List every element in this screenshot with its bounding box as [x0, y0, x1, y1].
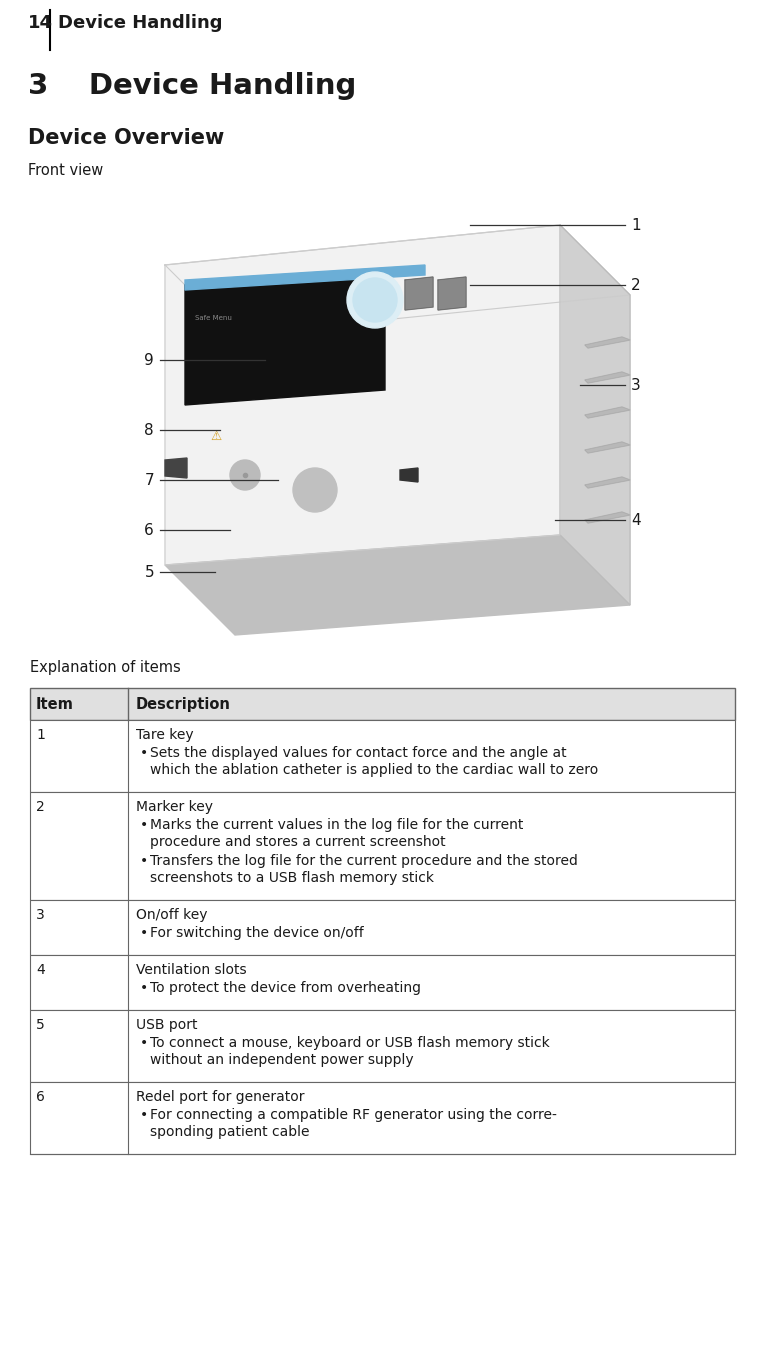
Polygon shape — [165, 458, 187, 478]
Text: For connecting a compatible RF generator using the corre-: For connecting a compatible RF generator… — [150, 1108, 557, 1122]
Polygon shape — [585, 373, 630, 384]
Polygon shape — [585, 443, 630, 453]
Text: Tare key: Tare key — [136, 727, 193, 743]
Text: Device Handling: Device Handling — [58, 14, 222, 32]
Text: Transfers the log file for the current procedure and the stored: Transfers the log file for the current p… — [150, 854, 578, 869]
Text: For switching the device on/off: For switching the device on/off — [150, 926, 364, 940]
Polygon shape — [165, 536, 630, 636]
Text: without an independent power supply: without an independent power supply — [150, 1054, 413, 1067]
Text: •: • — [140, 981, 148, 995]
Text: Item: Item — [36, 696, 74, 711]
Text: sponding patient cable: sponding patient cable — [150, 1125, 309, 1138]
Polygon shape — [585, 337, 630, 348]
Text: Sets the displayed values for contact force and the angle at: Sets the displayed values for contact fo… — [150, 747, 567, 760]
Text: 6: 6 — [144, 522, 154, 537]
Text: 3: 3 — [631, 378, 641, 392]
Text: Ventilation slots: Ventilation slots — [136, 963, 247, 977]
Text: Description: Description — [136, 696, 231, 711]
Text: Explanation of items: Explanation of items — [30, 660, 181, 675]
Text: Safe Menu: Safe Menu — [195, 315, 232, 321]
Polygon shape — [400, 469, 418, 482]
Text: 8: 8 — [144, 422, 154, 437]
Circle shape — [230, 460, 260, 490]
Text: 6: 6 — [36, 1091, 45, 1104]
Text: •: • — [140, 854, 148, 869]
Text: USB port: USB port — [136, 1018, 198, 1032]
Bar — [30, 900, 735, 955]
Polygon shape — [185, 270, 385, 406]
Text: Front view: Front view — [28, 163, 103, 178]
Circle shape — [293, 469, 337, 512]
Text: 14: 14 — [28, 14, 53, 32]
Bar — [30, 688, 735, 721]
Polygon shape — [185, 264, 425, 290]
Text: procedure and stores a current screenshot: procedure and stores a current screensho… — [150, 834, 445, 849]
Text: 2: 2 — [631, 278, 641, 293]
Bar — [30, 955, 735, 1010]
Polygon shape — [165, 225, 560, 564]
Polygon shape — [585, 512, 630, 523]
Bar — [30, 1010, 735, 1082]
Text: Device Overview: Device Overview — [28, 127, 225, 148]
Text: 4: 4 — [631, 512, 641, 527]
Text: Marker key: Marker key — [136, 800, 213, 814]
Polygon shape — [585, 407, 630, 418]
Text: On/off key: On/off key — [136, 908, 208, 922]
Text: Marks the current values in the log file for the current: Marks the current values in the log file… — [150, 818, 523, 832]
Text: •: • — [140, 926, 148, 940]
Text: •: • — [140, 1108, 148, 1122]
Text: 1: 1 — [36, 727, 45, 743]
Text: To connect a mouse, keyboard or USB flash memory stick: To connect a mouse, keyboard or USB flas… — [150, 1036, 550, 1049]
Polygon shape — [560, 225, 630, 606]
Text: •: • — [140, 1036, 148, 1049]
Text: screenshots to a USB flash memory stick: screenshots to a USB flash memory stick — [150, 871, 434, 885]
Text: To protect the device from overheating: To protect the device from overheating — [150, 981, 421, 995]
Polygon shape — [405, 277, 433, 310]
Text: 3    Device Handling: 3 Device Handling — [28, 73, 356, 100]
Text: 1: 1 — [631, 218, 641, 233]
Polygon shape — [165, 225, 630, 336]
Text: 5: 5 — [36, 1018, 45, 1032]
Bar — [30, 1082, 735, 1154]
Text: •: • — [140, 747, 148, 760]
Text: 4: 4 — [36, 963, 45, 977]
Text: which the ablation catheter is applied to the cardiac wall to zero: which the ablation catheter is applied t… — [150, 763, 598, 777]
Bar — [30, 721, 735, 792]
Polygon shape — [438, 277, 466, 310]
Text: ⚠: ⚠ — [210, 430, 222, 443]
Text: 9: 9 — [144, 352, 154, 367]
Text: •: • — [140, 818, 148, 832]
Polygon shape — [585, 477, 630, 488]
Circle shape — [353, 278, 397, 322]
Text: Redel port for generator: Redel port for generator — [136, 1091, 305, 1104]
Text: 2: 2 — [36, 800, 45, 814]
Circle shape — [347, 273, 403, 327]
Bar — [30, 792, 735, 900]
Text: 3: 3 — [36, 908, 45, 922]
Text: 7: 7 — [144, 473, 154, 488]
Text: 5: 5 — [144, 564, 154, 580]
